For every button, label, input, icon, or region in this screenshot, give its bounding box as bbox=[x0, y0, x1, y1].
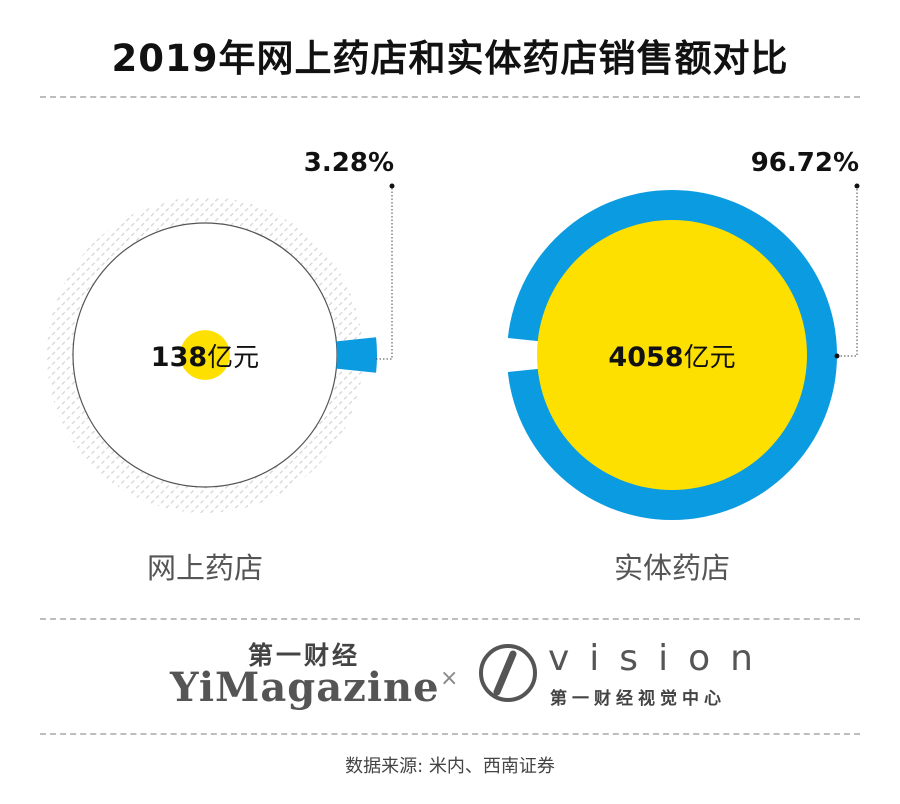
physical-leader-line bbox=[837, 186, 858, 357]
online-category-label: 网上药店 bbox=[147, 551, 263, 585]
physical-percent-label: 96.72% bbox=[751, 148, 859, 178]
online-leader-line bbox=[376, 186, 393, 360]
chart-title: 2019年网上药店和实体药店销售额对比 bbox=[111, 37, 789, 80]
online-value-number: 138 bbox=[151, 342, 207, 373]
divider-middle bbox=[40, 618, 860, 620]
physical-value-label: 4058亿元 bbox=[608, 342, 735, 373]
physical-value-number: 4058 bbox=[608, 342, 683, 373]
vision-logo-subtitle: 第一财经视觉中心 bbox=[550, 689, 726, 709]
physical-yellow-disc bbox=[537, 220, 807, 490]
online-value-label: 138亿元 bbox=[151, 342, 259, 373]
chart: 3.28% 96.72% 138亿元 4058亿元 网上药店 实体药店 bbox=[47, 148, 860, 585]
online-share-slice bbox=[336, 337, 377, 373]
physical-leader-dot-bottom bbox=[834, 353, 840, 359]
online-value-dot bbox=[180, 330, 230, 380]
physical-leader-dot-top bbox=[854, 183, 860, 189]
online-value-unit: 亿元 bbox=[207, 343, 259, 373]
vision-logo-word: vision bbox=[548, 638, 773, 679]
online-percent-label: 3.28% bbox=[304, 148, 394, 178]
yimagazine-logo-cn: 第一财经 bbox=[248, 641, 361, 670]
logo-separator: × bbox=[440, 666, 459, 691]
divider-top bbox=[40, 96, 860, 98]
divider-bottom bbox=[40, 733, 860, 735]
physical-category-label: 实体药店 bbox=[614, 551, 730, 585]
physical-value-unit: 亿元 bbox=[684, 343, 736, 373]
online-leader-dot-top bbox=[389, 183, 395, 189]
vision-logo-icon bbox=[479, 644, 537, 702]
yimagazine-logo-en: YiMagazine bbox=[170, 664, 440, 711]
data-source: 数据来源: 米内、西南证券 bbox=[345, 756, 555, 777]
